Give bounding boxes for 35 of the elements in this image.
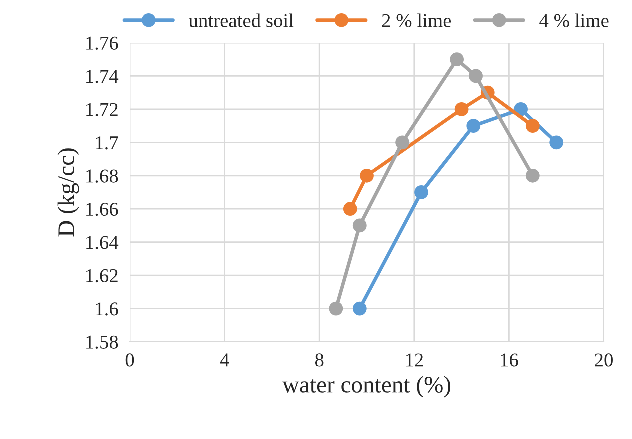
point (414, 186, 428, 200)
legend-label: 4 % lime (540, 14, 609, 28)
x-tick-label: 8 (315, 354, 324, 367)
y-tick-label: 1.7 (96, 136, 118, 150)
point (343, 202, 358, 216)
point (396, 136, 410, 150)
point (526, 119, 540, 133)
x-axis-title: water content (%) (282, 376, 451, 398)
point (352, 302, 367, 316)
legend-label: untreated soil (188, 14, 294, 28)
y-tick-label: 1.62 (86, 269, 118, 283)
point (352, 218, 367, 233)
point (329, 302, 344, 316)
legend-label: 2 % lime (382, 14, 452, 28)
y-tick-label: 1.76 (86, 36, 118, 50)
x-tick-label: 20 (595, 354, 613, 367)
y-tick-label: 1.66 (86, 202, 118, 216)
y-tick-label: 1.64 (86, 236, 119, 250)
y-tick-label: 1.58 (86, 336, 118, 350)
y-axis-title: D (kg/cc) (58, 148, 80, 237)
x-tick-label: 16 (501, 354, 518, 367)
x-tick-label: 4 (220, 354, 230, 367)
y-tick-label: 1.68 (86, 170, 118, 183)
point (454, 102, 469, 116)
point (469, 69, 483, 84)
point (450, 52, 464, 67)
y-tick-label: 1.74 (86, 70, 119, 84)
point (550, 136, 564, 150)
y-tick-label: 1.6 (96, 302, 118, 316)
point (360, 168, 374, 183)
point (526, 168, 540, 183)
x-tick-label: 0 (126, 354, 134, 367)
y-tick-label: 1.72 (86, 103, 118, 116)
point (466, 119, 481, 133)
x-tick-label: 12 (406, 354, 424, 367)
